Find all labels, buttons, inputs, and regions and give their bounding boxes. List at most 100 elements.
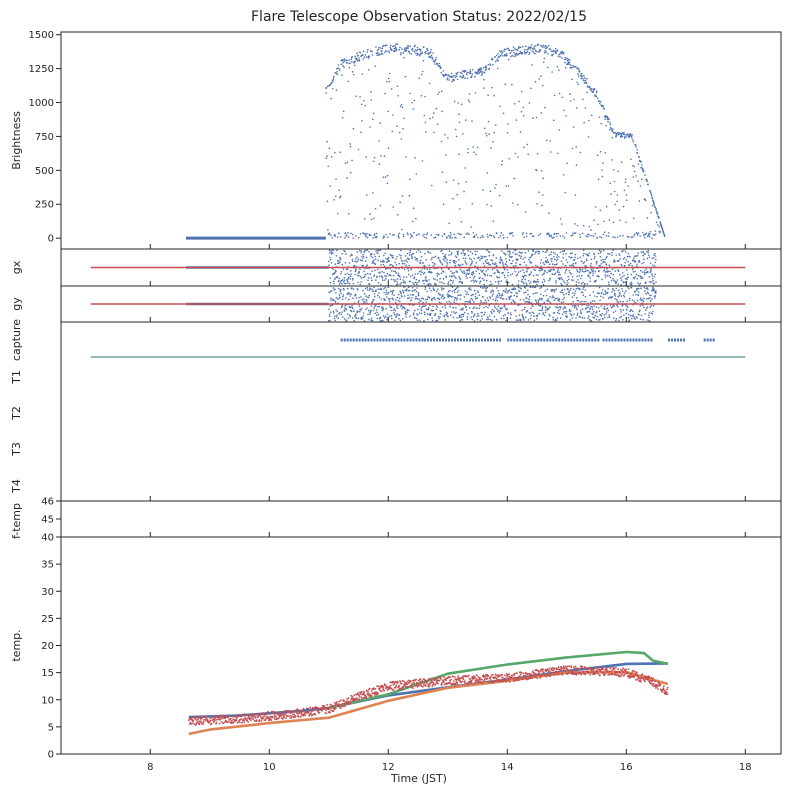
gx-point: [460, 252, 463, 255]
gy-point: [608, 314, 610, 316]
gy-point: [632, 294, 634, 296]
gy-point: [510, 313, 512, 316]
gx-point: [607, 281, 610, 284]
brightness-point: [645, 233, 647, 236]
brightness-point: [460, 103, 463, 106]
gy-point: [330, 290, 333, 292]
gy-point: [536, 292, 538, 294]
gy-point: [370, 305, 373, 307]
brightness-point: [512, 235, 514, 237]
temp-point: [557, 674, 559, 676]
brightness-point: [441, 235, 444, 237]
brightness-point: [431, 184, 433, 187]
brightness-point: [545, 51, 547, 53]
brightness-point: [452, 75, 455, 77]
brightness-point: [571, 78, 573, 81]
brightness-point: [614, 203, 617, 206]
brightness-point: [404, 47, 406, 49]
gx-point: [631, 268, 634, 271]
gx-point: [562, 253, 565, 255]
gx-point: [445, 265, 448, 267]
gy-point: [499, 310, 502, 312]
brightness-point: [599, 236, 601, 238]
gx-point: [549, 278, 551, 280]
y-tick-label: 250: [35, 200, 54, 211]
gx-point: [491, 283, 493, 286]
temp-point: [519, 673, 522, 676]
gy-point: [541, 306, 544, 308]
gy-point: [378, 292, 380, 294]
gx-point: [372, 260, 374, 263]
temp-point: [432, 682, 435, 685]
gy-point: [642, 318, 644, 321]
gy-point: [418, 312, 421, 314]
gy-point: [534, 286, 537, 288]
gx-point: [389, 274, 392, 277]
gx-point: [474, 265, 476, 267]
brightness-point: [577, 75, 580, 78]
gy-point: [568, 291, 570, 294]
gy-point: [595, 306, 598, 308]
gy-point: [402, 291, 405, 294]
gx-point: [336, 249, 338, 252]
gy-point: [497, 296, 499, 299]
gx-point: [453, 271, 456, 274]
gx-point: [450, 270, 452, 273]
gy-point: [453, 301, 455, 304]
temp-series-blue: [188, 662, 668, 719]
brightness-point: [521, 53, 523, 55]
gx-point: [379, 260, 382, 263]
gy-point: [477, 312, 479, 315]
gy-point: [482, 287, 485, 289]
gx-point: [395, 272, 398, 274]
temp-point: [370, 690, 373, 692]
gx-point: [346, 268, 349, 271]
gy-point: [360, 296, 362, 298]
gy-point: [647, 297, 650, 300]
gy-point: [385, 293, 387, 296]
gx-point: [410, 268, 412, 271]
brightness-point: [336, 236, 339, 238]
brightness-point: [470, 226, 473, 228]
gy-point: [617, 289, 620, 292]
gx-point: [475, 261, 478, 264]
gx-point: [618, 254, 621, 257]
gy-point: [339, 296, 341, 299]
gy-point: [518, 290, 521, 293]
brightness-point: [602, 105, 604, 108]
gx-point: [462, 249, 465, 252]
brightness-point: [495, 183, 497, 186]
temp-point: [589, 674, 592, 676]
temp-point: [335, 701, 338, 703]
gx-point: [568, 269, 571, 272]
gy-point: [467, 313, 469, 315]
gy-point: [614, 295, 617, 297]
gy-point: [613, 305, 615, 307]
gx-point: [361, 259, 363, 262]
brightness-point: [394, 46, 397, 49]
gx-point: [394, 270, 397, 273]
gy-point: [439, 313, 442, 315]
gx-point: [607, 270, 610, 273]
gx-point: [555, 259, 558, 262]
brightness-point: [601, 175, 604, 178]
temp-point: [568, 665, 571, 668]
brightness-point: [370, 218, 373, 221]
brightness-point: [639, 235, 641, 237]
temp-point: [201, 716, 204, 719]
temp-point: [430, 681, 432, 684]
temp-point: [380, 690, 383, 693]
temp-point: [384, 684, 387, 686]
brightness-point: [338, 232, 340, 234]
gy-point: [430, 290, 432, 292]
brightness-point: [547, 53, 549, 55]
temp-point: [560, 667, 563, 670]
brightness-point: [330, 97, 332, 100]
gy-point: [352, 288, 355, 291]
gy-point: [594, 295, 596, 297]
gy-point: [563, 288, 566, 291]
gx-point: [636, 277, 638, 280]
gx-point: [506, 269, 509, 271]
gx-point: [604, 271, 607, 273]
gx-point: [604, 261, 606, 263]
